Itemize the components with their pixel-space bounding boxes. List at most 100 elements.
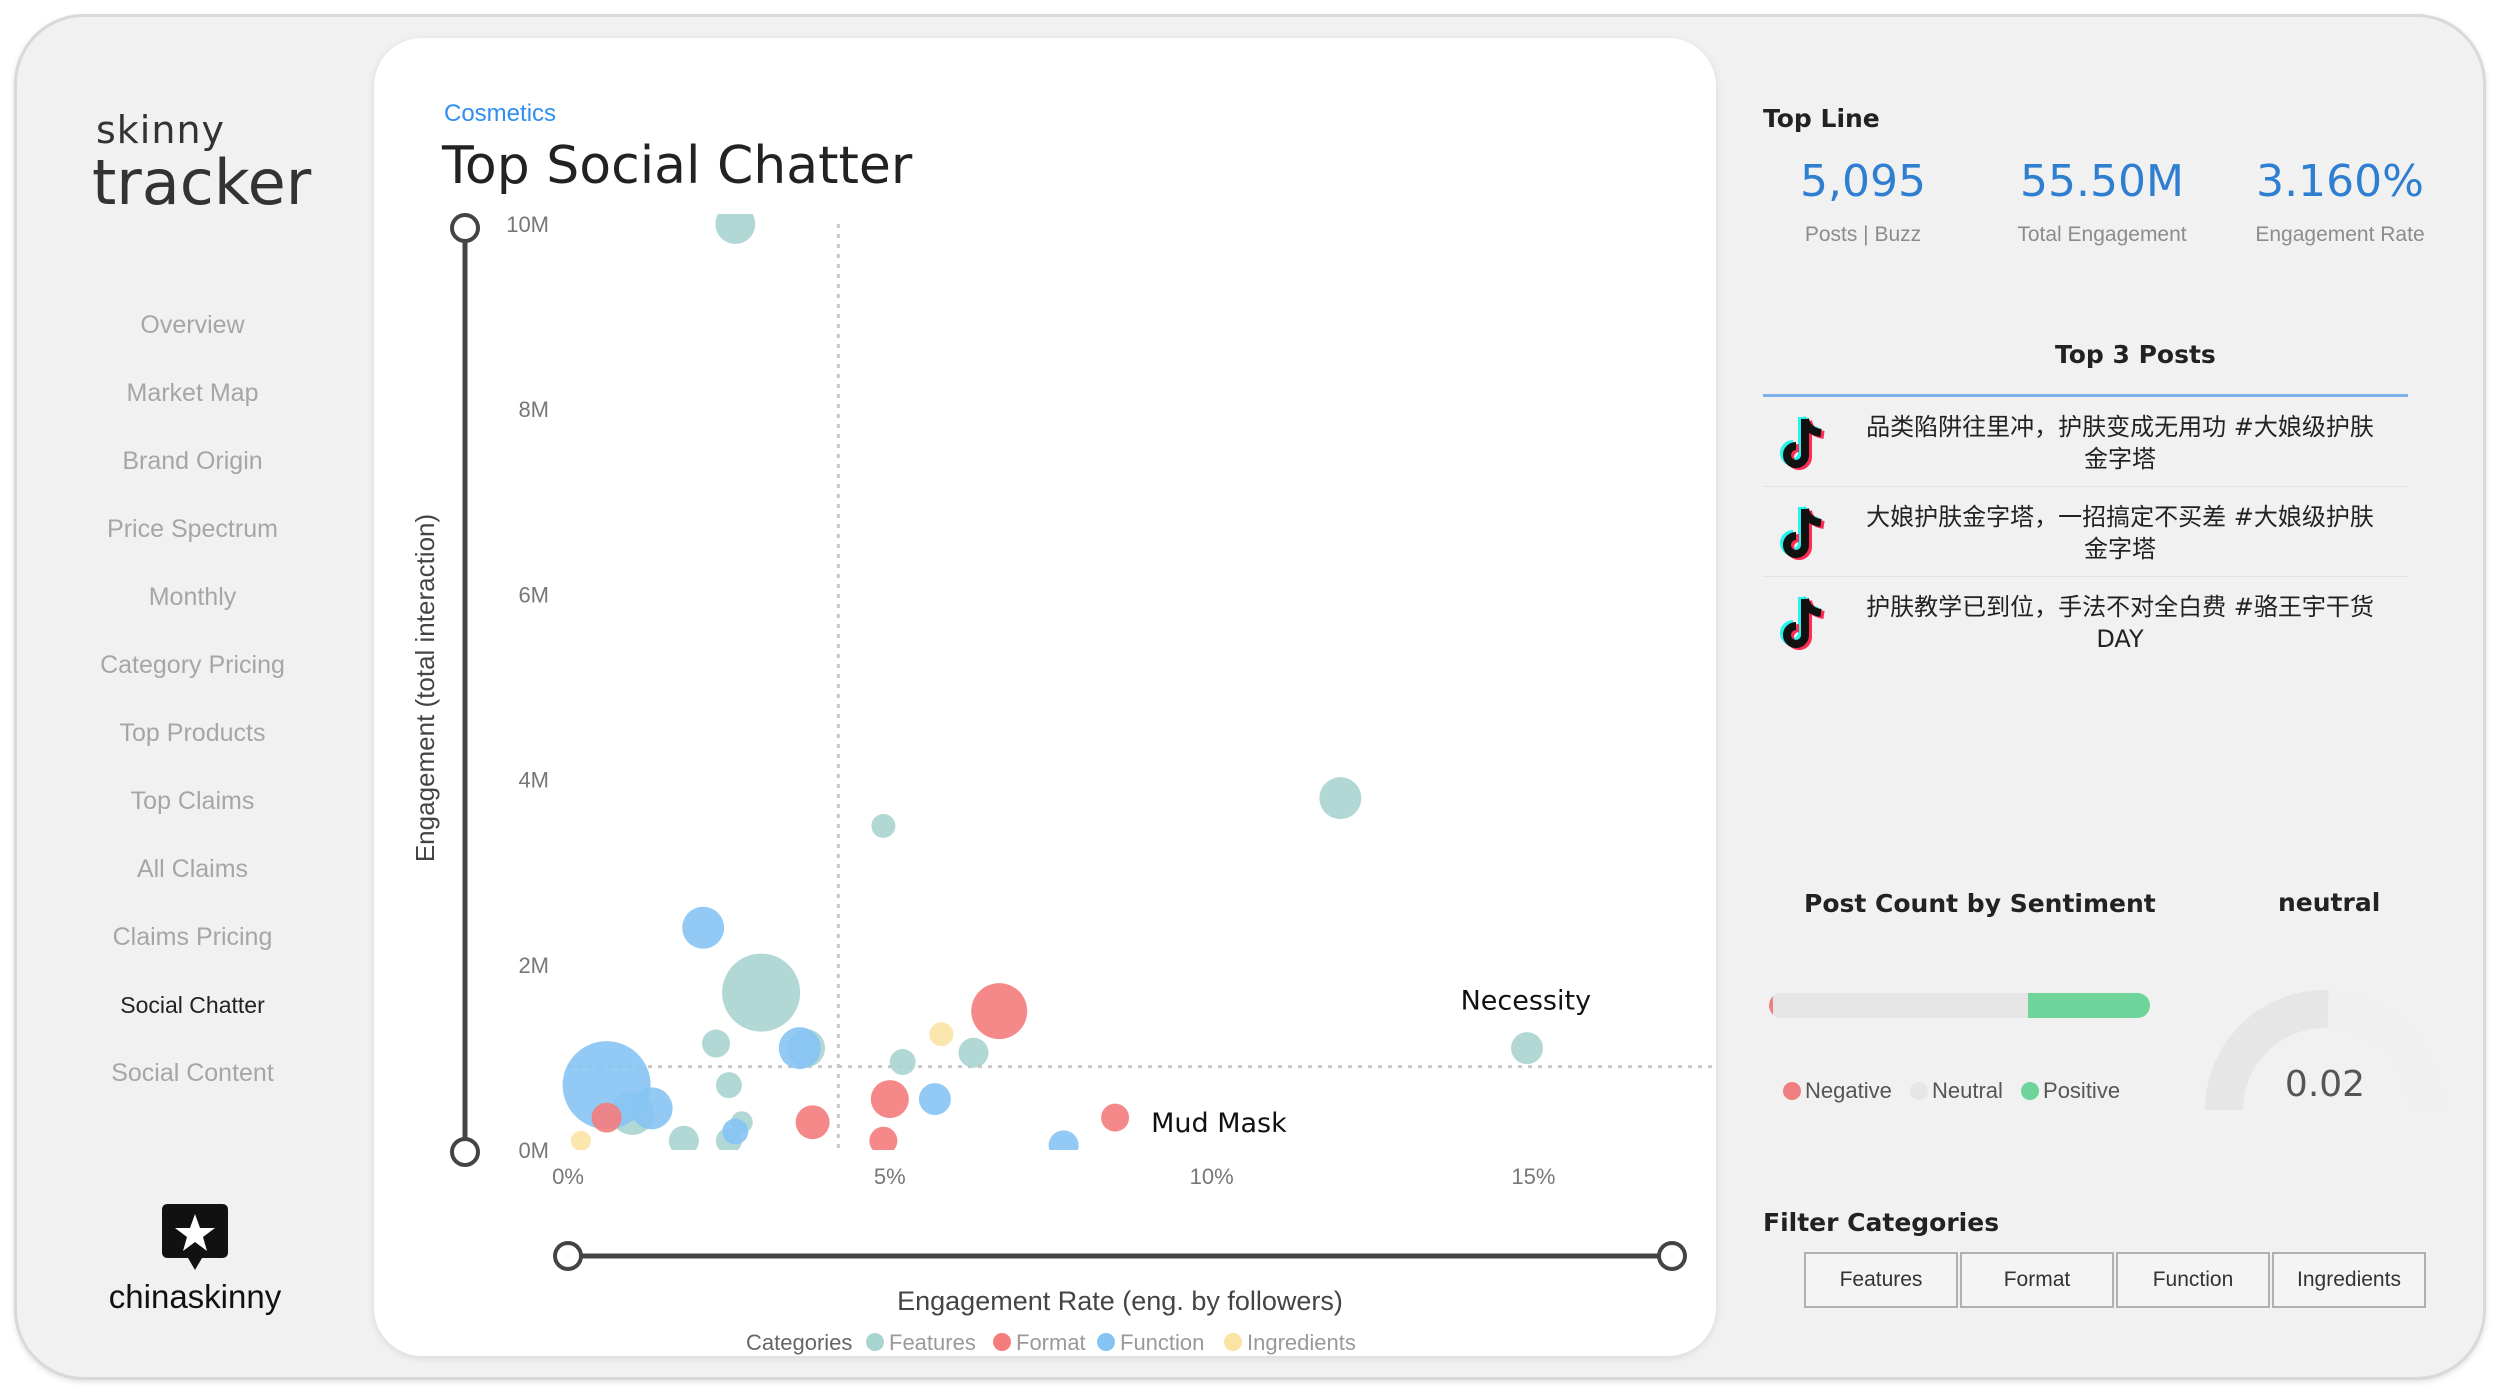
top-line-title: Top Line [1763, 104, 1880, 133]
kpi-value: 3.160% [2256, 156, 2424, 207]
post-text: 大娘护肤金字塔，一招搞定不买差 #大娘级护肤金字塔 [1866, 503, 2374, 563]
sidebar-item-top-products[interactable]: Top Products [119, 719, 266, 747]
sidebar-item-price-spectrum[interactable]: Price Spectrum [107, 515, 278, 543]
bubble-features[interactable] [668, 1125, 699, 1156]
sentiment-legend: Negative Neutral Positive [1783, 1078, 2132, 1104]
gauge-fill [2205, 990, 2329, 1110]
neutral-dot-icon [1909, 1082, 1928, 1100]
chat-star-icon [162, 1204, 228, 1270]
bubble-features[interactable] [702, 1029, 731, 1058]
legend-dot-features [866, 1333, 884, 1351]
app-logo: skinny tracker [92, 108, 322, 214]
x-tick-label: 10% [1190, 1164, 1234, 1189]
list-item[interactable]: 护肤教学已到位，手法不对全白费 #骆王宇干货DAY [1763, 577, 2408, 667]
bubble-format[interactable] [870, 1080, 909, 1119]
filter-ingredients-button[interactable]: Ingredients [2272, 1252, 2426, 1308]
sidebar-item-market-map[interactable]: Market Map [126, 379, 259, 407]
legend-label: Negative [1805, 1078, 1892, 1103]
x-axis-title: Engagement Rate (eng. by followers) [897, 1286, 1343, 1316]
sidebar-item-overview[interactable]: Overview [140, 311, 245, 339]
bubble-features[interactable] [715, 204, 756, 244]
filter-function-button[interactable]: Function [2116, 1252, 2270, 1308]
sidebar-item-monthly[interactable]: Monthly [148, 583, 237, 611]
bubble-features[interactable] [1511, 1032, 1544, 1065]
bubble-format[interactable] [591, 1102, 622, 1133]
sentiment-bar[interactable] [1769, 993, 2150, 1018]
list-item[interactable]: 大娘护肤金字塔，一招搞定不买差 #大娘级护肤金字塔 [1763, 487, 2408, 577]
top-posts-title: Top 3 Posts [2055, 340, 2216, 369]
x-tick-label: 15% [1511, 1164, 1555, 1189]
bubble-format[interactable] [795, 1105, 830, 1140]
filter-features-button[interactable]: Features [1804, 1252, 1958, 1308]
brand-name: chinaskinny [108, 1278, 282, 1315]
logo-big-text: tracker [92, 146, 312, 219]
y-axis-title: Engagement (total interaction) [410, 514, 440, 862]
bubble-function[interactable] [562, 1041, 651, 1130]
legend-positive[interactable]: Positive [2021, 1078, 2120, 1103]
bubble-format[interactable] [1101, 1103, 1130, 1132]
annotation-label: Necessity [1461, 985, 1591, 1016]
legend-negative[interactable]: Negative [1783, 1078, 1892, 1103]
sidebar-item-category-pricing[interactable]: Category Pricing [100, 651, 285, 679]
kpi-engagement: 55.50M Total Engagement [1977, 156, 2227, 247]
bubble-features[interactable] [889, 1049, 916, 1076]
bubble-function[interactable] [682, 906, 725, 949]
bubble-features[interactable] [1319, 777, 1362, 820]
brand-logo: chinaskinny [90, 1200, 300, 1316]
post-text: 护肤教学已到位，手法不对全白费 #骆王宇干货DAY [1866, 593, 2374, 653]
annotation-label: Mud Mask [1151, 1108, 1287, 1139]
sidebar-item-brand-origin[interactable]: Brand Origin [122, 447, 263, 475]
sidebar-item-top-claims[interactable]: Top Claims [130, 787, 255, 815]
y-tick-label: 4M [518, 768, 549, 793]
tiktok-icon [1780, 596, 1825, 650]
x-tick-label: 0% [552, 1164, 584, 1189]
bubble-function[interactable] [1048, 1130, 1079, 1160]
tiktok-icon [1780, 506, 1825, 560]
bubble-features[interactable] [958, 1037, 989, 1068]
sentiment-bar-positive[interactable] [2028, 993, 2150, 1018]
kpi-label: Posts | Buzz [1804, 223, 1922, 246]
bubble-ingredients[interactable] [570, 1130, 591, 1151]
kpi-label: Total Engagement [2017, 223, 2187, 246]
kpi-posts: 5,095 Posts | Buzz [1738, 156, 1988, 247]
x-axis-slider-handle-left [553, 1241, 583, 1271]
positive-dot-icon [2021, 1082, 2040, 1100]
bubble-features[interactable] [715, 1072, 742, 1099]
tiktok-icon [1780, 416, 1825, 470]
filter-title: Filter Categories [1763, 1208, 2000, 1237]
legend-label: Neutral [1931, 1078, 2003, 1103]
legend-label-ingredients: Ingredients [1247, 1330, 1356, 1355]
kpi-value: 55.50M [2020, 156, 2184, 207]
bubble-features[interactable] [871, 813, 896, 838]
sidebar-item-social-chatter[interactable]: Social Chatter [120, 992, 265, 1018]
page-title: Top Social Chatter [442, 136, 913, 196]
filter-format-button[interactable]: Format [1960, 1252, 2114, 1308]
bubble-format[interactable] [971, 983, 1028, 1040]
bubble-ingredients[interactable] [929, 1022, 954, 1047]
chart-card: Cosmetics Top Social Chatter 0M 2M 4M 6M 8M 1… [374, 38, 1716, 1356]
bubble-function[interactable] [918, 1083, 951, 1116]
bubble-function[interactable] [778, 1027, 821, 1070]
gauge-track [2327, 990, 2445, 1110]
bubble-features[interactable] [722, 953, 801, 1032]
bubble-function[interactable] [722, 1118, 749, 1145]
sentiment-bar-negative[interactable] [1769, 993, 1773, 1018]
sidebar-item-claims-pricing[interactable]: Claims Pricing [112, 923, 273, 951]
y-axis-slider-handle-top [450, 213, 480, 243]
bubble-format[interactable] [869, 1126, 898, 1155]
legend-label-function: Function [1120, 1330, 1204, 1355]
sidebar-item-all-claims[interactable]: All Claims [136, 855, 249, 883]
y-axis-slider-handle-bottom [450, 1137, 480, 1167]
y-tick-label: 2M [518, 953, 549, 978]
bubble-layer [562, 204, 1544, 1160]
list-item[interactable]: 品类陷阱往里冲，护肤变成无用功 #大娘级护肤金字塔 [1763, 397, 2408, 487]
legend-title: Categories [746, 1330, 852, 1355]
bubble-function[interactable] [630, 1087, 673, 1130]
sidebar-item-social-content[interactable]: Social Content [111, 1059, 274, 1087]
sentiment-bar-neutral[interactable] [1772, 993, 2029, 1018]
x-tick-label: 5% [874, 1164, 906, 1189]
y-tick-label: 0M [518, 1138, 549, 1163]
legend-neutral[interactable]: Neutral [1909, 1078, 2003, 1103]
y-tick-label: 8M [518, 397, 549, 422]
gauge-value: 0.02 [2284, 1064, 2366, 1105]
